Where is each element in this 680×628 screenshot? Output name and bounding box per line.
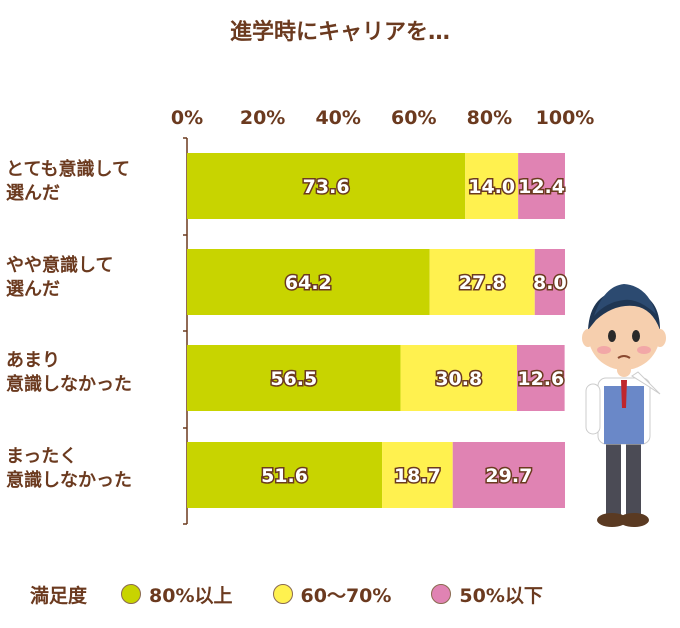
bar-4-series-1 — [187, 442, 383, 508]
category-label-3: あまり 意識しなかった — [6, 350, 132, 395]
data-label-4-2: 18.7 — [394, 465, 441, 487]
data-label-3-2: 30.8 — [435, 368, 482, 390]
bar-2-series-2 — [429, 249, 535, 315]
category-label-2: やや意識して 選んだ — [6, 255, 114, 300]
data-label-2-1: 64.2 — [285, 272, 332, 294]
bar-1-series-3 — [518, 153, 565, 219]
chart-title: 進学時にキャリアを… — [229, 20, 450, 45]
x-tick-label-5: 100% — [536, 107, 595, 129]
data-label-2-2: 27.8 — [459, 272, 506, 294]
bar-1-series-1 — [187, 153, 466, 219]
legend-swatch-80-plus — [121, 584, 142, 604]
data-label-3-1: 56.5 — [270, 368, 317, 390]
legend-label-50-below: 50%以下 — [459, 584, 543, 607]
x-tick-label-3: 60% — [391, 107, 436, 129]
bar-3-series-1 — [187, 345, 401, 411]
bar-2-series-3 — [534, 249, 565, 315]
thinking-boy-illustration — [582, 284, 666, 527]
x-tick-label-1: 20% — [240, 107, 285, 129]
bar-2-series-1 — [187, 249, 430, 315]
bar-4-series-3 — [452, 442, 565, 508]
legend-swatch-60-70 — [272, 584, 293, 604]
legend-item-60-70: 60〜70% — [272, 581, 392, 608]
data-label-4-3: 29.7 — [485, 465, 532, 487]
category-label-4: まったく 意識しなかった — [6, 446, 132, 491]
legend-title: 満足度 — [30, 584, 88, 607]
legend-swatch-50-below — [431, 584, 452, 604]
data-label-1-3: 12.4 — [518, 176, 565, 198]
x-tick-label-4: 80% — [467, 107, 512, 129]
bar-4-series-2 — [382, 442, 453, 508]
legend-label-80-plus: 80%以上 — [149, 584, 233, 607]
category-label-1: とても意識して 選んだ — [6, 159, 131, 204]
data-label-3-3: 12.6 — [517, 368, 564, 390]
chart-legend: 満足度 80%以上 60〜70% 50%以下 — [30, 576, 583, 612]
legend-label-60-70: 60〜70% — [300, 584, 392, 607]
bar-3-series-3 — [516, 345, 565, 411]
bar-1-series-2 — [465, 153, 519, 219]
data-label-4-1: 51.6 — [261, 465, 308, 487]
x-tick-label-0: 0% — [171, 107, 203, 129]
data-label-1-2: 14.0 — [468, 176, 515, 198]
data-label-1-1: 73.6 — [303, 176, 350, 198]
legend-item-80-plus: 80%以上 — [121, 581, 233, 608]
data-label-2-3: 8.0 — [533, 272, 567, 294]
bar-3-series-2 — [400, 345, 517, 411]
x-tick-label-2: 40% — [315, 107, 360, 129]
legend-item-50-below: 50%以下 — [431, 581, 543, 608]
